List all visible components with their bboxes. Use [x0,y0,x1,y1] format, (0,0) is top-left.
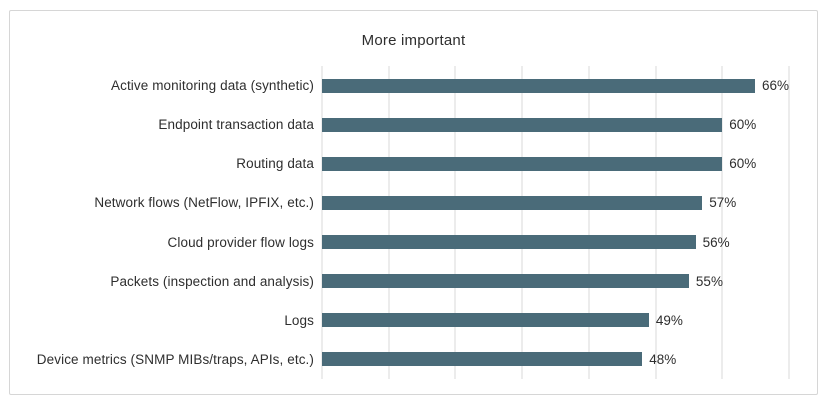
category-label: Device metrics (SNMP MIBs/traps, APIs, e… [36,351,314,367]
value-label: 56% [702,234,730,250]
bar [322,352,643,367]
category-label: Active monitoring data (synthetic) [111,78,314,94]
bar-row: Endpoint transaction data 60% [158,105,789,144]
chart-card: More important Active monitoring data (s… [9,10,818,395]
bar-row: Routing data 60% [236,144,789,183]
bar [322,117,723,132]
category-label: Network flows (NetFlow, IPFIX, etc.) [94,195,314,211]
category-label: Logs [284,312,314,328]
value-label: 48% [649,351,677,367]
bar-row: Logs 49% [284,301,789,340]
value-label: 66% [761,78,789,94]
gridline [388,66,390,379]
category-label: Endpoint transaction data [158,117,314,133]
bar-row: Device metrics (SNMP MIBs/traps, APIs, e… [37,340,789,379]
gridline [454,66,456,379]
gridlines [321,66,790,379]
value-label: 55% [695,273,723,289]
gridline [721,66,723,379]
category-label: Cloud provider flow logs [167,234,314,250]
category-label: Routing data [236,156,314,172]
gridline [521,66,523,379]
gridline [788,66,790,379]
bar [322,274,689,289]
bar [322,235,696,250]
gridline [321,66,323,379]
value-label: 60% [729,156,757,172]
value-label: 57% [709,195,737,211]
bar [322,78,755,93]
value-label: 60% [729,117,757,133]
bar-row: Active monitoring data (synthetic) 66% [111,66,789,105]
bar-row: Network flows (NetFlow, IPFIX, etc.) 57% [94,183,789,222]
chart-title: More important [361,32,466,49]
bar-row: Packets (inspection and analysis) 55% [110,262,789,301]
bar-row: Cloud provider flow logs 56% [168,223,789,262]
bar [322,313,649,328]
category-label: Packets (inspection and analysis) [110,273,314,289]
bar-rows: Active monitoring data (synthetic) 66% End… [37,66,789,379]
plot-area: Active monitoring data (synthetic) 66% End… [37,66,790,379]
value-label: 49% [655,312,683,328]
gridline [655,66,657,379]
bar [322,195,703,210]
bar [322,156,723,171]
gridline [588,66,590,379]
